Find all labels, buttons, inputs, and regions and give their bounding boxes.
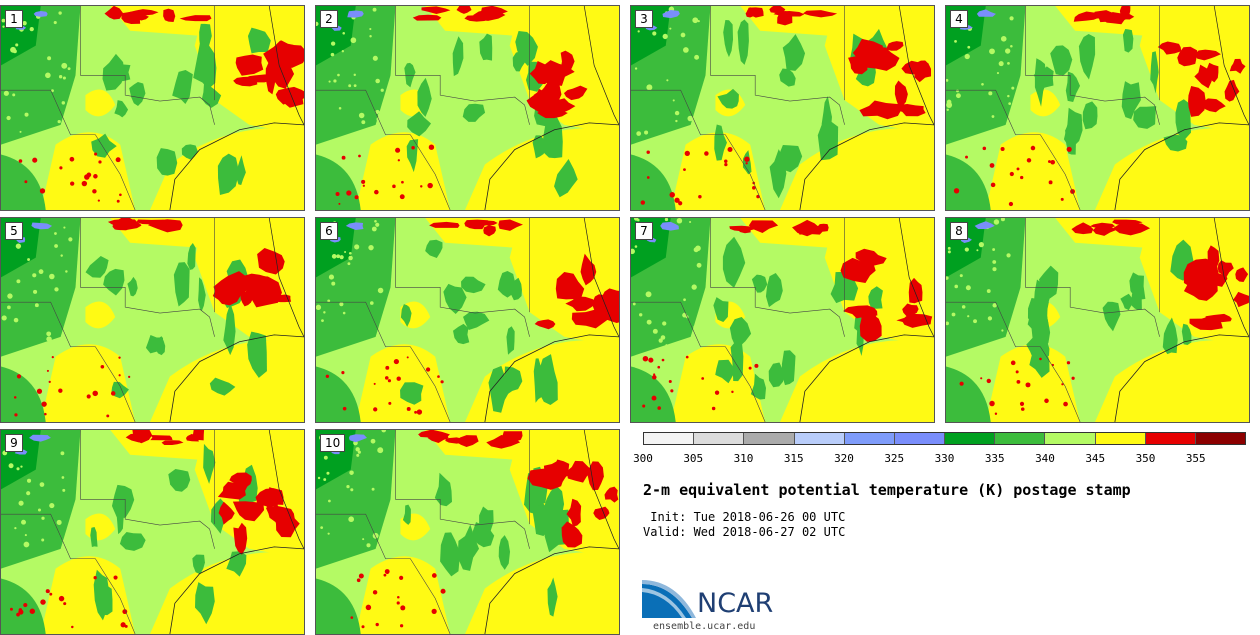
postage-stamp-map: 5 xyxy=(0,217,305,423)
temperature-field xyxy=(946,6,1249,210)
colorbar-tick-label: 310 xyxy=(733,452,754,465)
postage-stamp-map: 4 xyxy=(945,5,1250,211)
colorbar-segment xyxy=(694,433,745,444)
postage-stamp-map: 3 xyxy=(630,5,935,211)
colorbar-tick-label: 325 xyxy=(884,452,905,465)
init-time: Init: Tue 2018-06-26 00 UTC xyxy=(643,510,846,524)
postage-stamp-map: 2 xyxy=(315,5,620,211)
temperature-field xyxy=(631,6,934,210)
colorbar-segment xyxy=(1045,433,1096,444)
member-label: 4 xyxy=(950,10,968,28)
colorbar-segment xyxy=(995,433,1046,444)
temperature-field xyxy=(946,218,1249,422)
ncar-logo-icon xyxy=(642,580,696,618)
temperature-field xyxy=(1,6,304,210)
member-label: 2 xyxy=(320,10,338,28)
valid-time: Valid: Wed 2018-06-27 02 UTC xyxy=(643,525,846,539)
colorbar-tick-label: 305 xyxy=(683,452,704,465)
colorbar-tick-label: 335 xyxy=(984,452,1005,465)
temperature-field xyxy=(316,218,619,422)
temperature-field xyxy=(631,218,934,422)
postage-stamp-map: 10 xyxy=(315,429,620,635)
colorbar-segment xyxy=(945,433,996,444)
colorbar xyxy=(643,432,1246,445)
colorbar-tick-label: 345 xyxy=(1085,452,1106,465)
member-label: 6 xyxy=(320,222,338,240)
colorbar-tick-label: 320 xyxy=(834,452,854,465)
colorbar-tick-label: 330 xyxy=(934,452,955,465)
postage-stamp-map: 7 xyxy=(630,217,935,423)
colorbar-tick-label: 350 xyxy=(1135,452,1156,465)
logo-wordmark: NCAR xyxy=(697,588,774,619)
temperature-field xyxy=(1,430,304,634)
colorbar-segment xyxy=(894,433,946,444)
colorbar-segment xyxy=(644,433,695,444)
member-label: 3 xyxy=(635,10,653,28)
colorbar-tick-label: 315 xyxy=(783,452,804,465)
colorbar-segment xyxy=(1145,433,1196,444)
member-label: 7 xyxy=(635,222,653,240)
colorbar-tick-label: 300 xyxy=(633,452,653,465)
member-label: 1 xyxy=(5,10,23,28)
temperature-field xyxy=(316,6,619,210)
colorbar-tick-label: 340 xyxy=(1035,452,1055,465)
member-label: 9 xyxy=(5,434,23,452)
colorbar-segment xyxy=(1195,433,1246,444)
colorbar-segment xyxy=(844,433,895,444)
member-label: 8 xyxy=(950,222,968,240)
colorbar-tick-label: 355 xyxy=(1185,452,1206,465)
postage-stamp-map: 8 xyxy=(945,217,1250,423)
colorbar-segment xyxy=(794,433,845,444)
temperature-field xyxy=(1,218,304,422)
postage-stamp-map: 6 xyxy=(315,217,620,423)
site-url[interactable]: ensemble.ucar.edu xyxy=(653,621,756,632)
member-label: 10 xyxy=(320,434,346,452)
page-title: 2-m equivalent potential temperature (K)… xyxy=(643,481,1131,499)
temperature-field xyxy=(316,430,619,634)
postage-stamp-map: 1 xyxy=(0,5,305,211)
colorbar-segment xyxy=(744,433,795,444)
colorbar-segment xyxy=(1095,433,1146,444)
member-label: 5 xyxy=(5,222,23,240)
postage-stamp-map: 9 xyxy=(0,429,305,635)
